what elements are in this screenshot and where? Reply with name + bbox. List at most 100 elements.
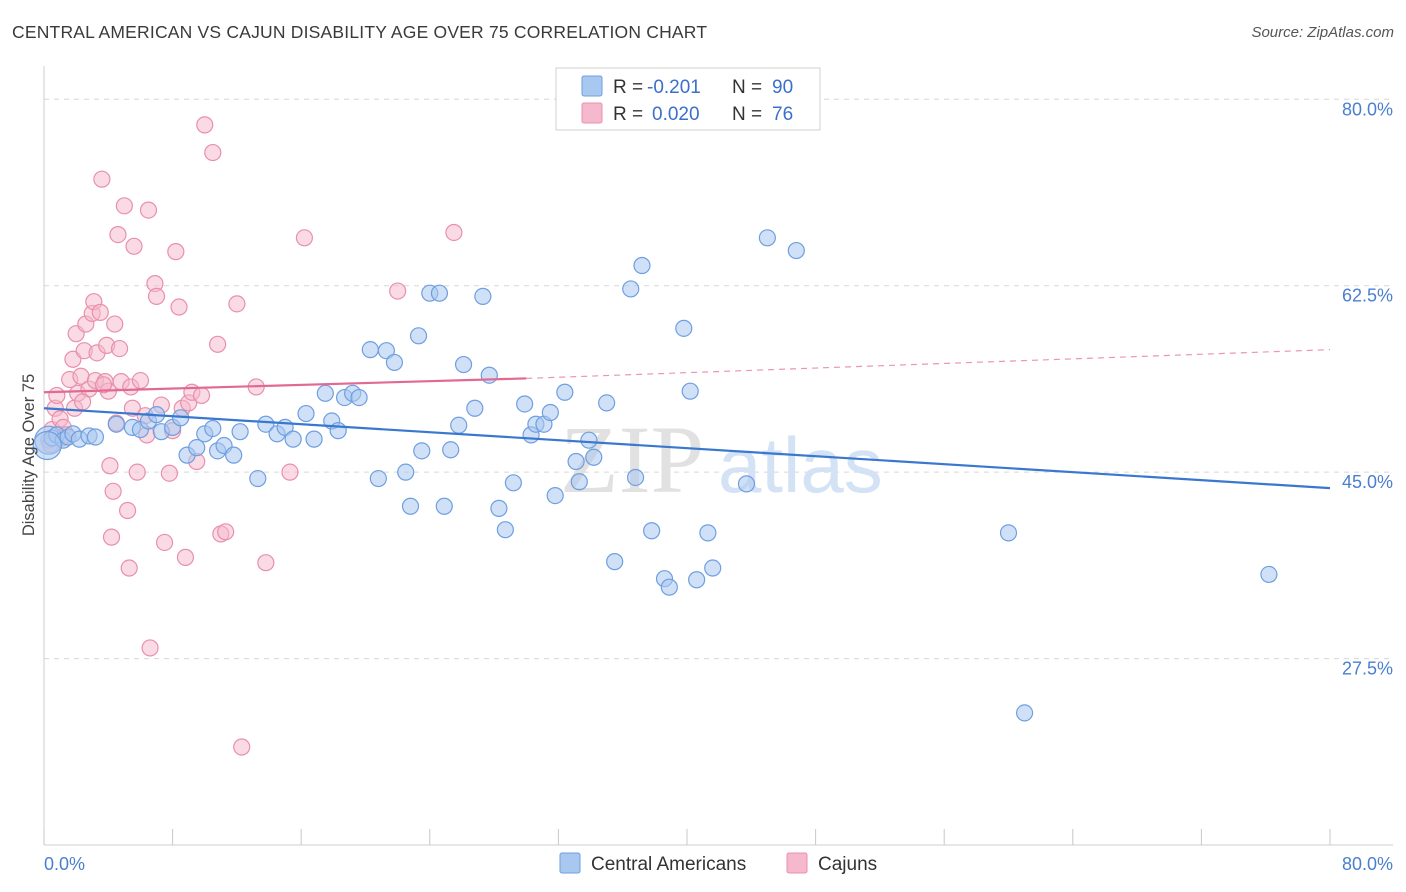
central-american-point bbox=[567, 452, 585, 471]
central-american-point bbox=[633, 256, 651, 275]
cajun-point bbox=[120, 559, 138, 577]
trend-line-central-americans bbox=[43, 407, 1331, 490]
legend-swatch-pink bbox=[581, 102, 603, 124]
central-american-point bbox=[504, 474, 522, 492]
legend-swatch-blue bbox=[581, 75, 603, 97]
central-american-point bbox=[606, 553, 624, 571]
central-american-point bbox=[86, 428, 105, 446]
central-american-point bbox=[350, 388, 368, 407]
central-american-point bbox=[409, 327, 428, 345]
watermark: ZIP atlas bbox=[560, 406, 883, 513]
central-american-point bbox=[231, 423, 249, 441]
central-american-point bbox=[401, 497, 420, 515]
y-tick-label: 80.0% bbox=[1342, 99, 1393, 119]
central-american-point bbox=[541, 403, 559, 422]
series-legend: Central Americans Cajuns bbox=[559, 852, 877, 875]
central-american-point bbox=[626, 468, 645, 487]
central-american-point bbox=[257, 415, 275, 433]
cajun-point bbox=[102, 528, 121, 546]
central-american-point bbox=[496, 521, 514, 539]
legend-swatch-central-americans bbox=[559, 852, 581, 874]
cajun-point bbox=[389, 282, 407, 300]
central-american-point bbox=[466, 399, 484, 417]
central-american-point bbox=[737, 475, 756, 493]
watermark-atlas: atlas bbox=[718, 421, 883, 509]
central-american-point bbox=[474, 287, 492, 305]
x-tick-label: 0.0% bbox=[44, 854, 85, 874]
cajun-point bbox=[196, 116, 214, 134]
central-american-point bbox=[361, 341, 379, 359]
central-american-point bbox=[598, 394, 616, 412]
legend-r-label-1: R = bbox=[613, 77, 643, 98]
y-tick-label: 27.5% bbox=[1342, 659, 1393, 679]
central-american-point bbox=[249, 469, 267, 488]
cajun-point bbox=[295, 229, 314, 247]
central-american-point bbox=[999, 524, 1018, 542]
grid-lines bbox=[44, 98, 1393, 660]
central-american-point bbox=[297, 404, 315, 423]
y-tick-label: 62.5% bbox=[1342, 286, 1393, 306]
central-american-point bbox=[546, 486, 564, 505]
central-american-point bbox=[681, 382, 699, 400]
cajun-point bbox=[110, 339, 129, 358]
cajun-point bbox=[139, 201, 158, 219]
central-american-point bbox=[704, 559, 722, 577]
central-american-point bbox=[32, 430, 62, 461]
central-american-point bbox=[305, 430, 323, 448]
cajun-point bbox=[118, 501, 137, 520]
central-american-point bbox=[435, 497, 453, 515]
chart-title: CENTRAL AMERICAN VS CAJUN DISABILITY AGE… bbox=[12, 22, 708, 42]
central-american-point bbox=[675, 319, 693, 337]
central-american-point bbox=[516, 395, 534, 413]
cajun-point bbox=[228, 295, 246, 313]
central-american-point bbox=[454, 355, 473, 374]
cajun-point bbox=[128, 463, 146, 481]
cajun-point bbox=[93, 170, 111, 188]
central-american-point bbox=[643, 522, 661, 540]
central-american-point bbox=[556, 383, 574, 401]
legend-n-label-2: N = bbox=[732, 104, 762, 125]
cajun-point bbox=[257, 554, 275, 572]
trend-line-cajuns-extension bbox=[526, 349, 1331, 380]
legend-n-value-1: 90 bbox=[772, 77, 793, 98]
cajun-point bbox=[104, 482, 122, 500]
cajun-point bbox=[176, 548, 195, 566]
cajun-point bbox=[125, 237, 143, 255]
y-tick-label: 45.0% bbox=[1342, 472, 1393, 492]
source-credit: Source: ZipAtlas.com bbox=[1251, 24, 1394, 41]
central-american-point bbox=[430, 284, 449, 302]
x-tick-label: 80.0% bbox=[1342, 854, 1393, 874]
cajun-point bbox=[167, 243, 185, 261]
central-american-point bbox=[188, 439, 206, 457]
cajun-point bbox=[445, 223, 463, 242]
cajun-point bbox=[160, 464, 178, 482]
cajun-point bbox=[141, 639, 159, 657]
cajun-point bbox=[131, 371, 150, 390]
central-american-point bbox=[385, 353, 404, 372]
central-american-point bbox=[204, 419, 222, 438]
legend-r-label-2: R = bbox=[613, 104, 643, 125]
cajun-point bbox=[91, 303, 109, 321]
central-american-point bbox=[107, 415, 125, 433]
cajun-point bbox=[115, 197, 133, 215]
central-american-point bbox=[699, 524, 717, 542]
cajun-point bbox=[94, 376, 113, 394]
central-american-point bbox=[442, 441, 460, 459]
cajun-point bbox=[281, 463, 299, 481]
central-american-point bbox=[787, 241, 805, 260]
cajun-point bbox=[192, 386, 211, 405]
central-american-point bbox=[413, 442, 431, 460]
central-american-point bbox=[225, 446, 243, 464]
cajun-point bbox=[101, 457, 119, 475]
correlation-legend: R = -0.201 N = 90 R = 0.020 N = 76 bbox=[555, 67, 821, 131]
central-american-point bbox=[329, 422, 347, 440]
legend-n-value-2: 76 bbox=[772, 104, 793, 125]
central-american-point bbox=[580, 431, 598, 449]
central-american-point bbox=[758, 229, 776, 247]
legend-label-central-americans: Central Americans bbox=[591, 854, 746, 875]
cajun-point bbox=[123, 399, 142, 417]
cajun-point bbox=[170, 298, 188, 316]
cajun-point bbox=[209, 335, 227, 353]
cajun-point bbox=[204, 143, 222, 162]
